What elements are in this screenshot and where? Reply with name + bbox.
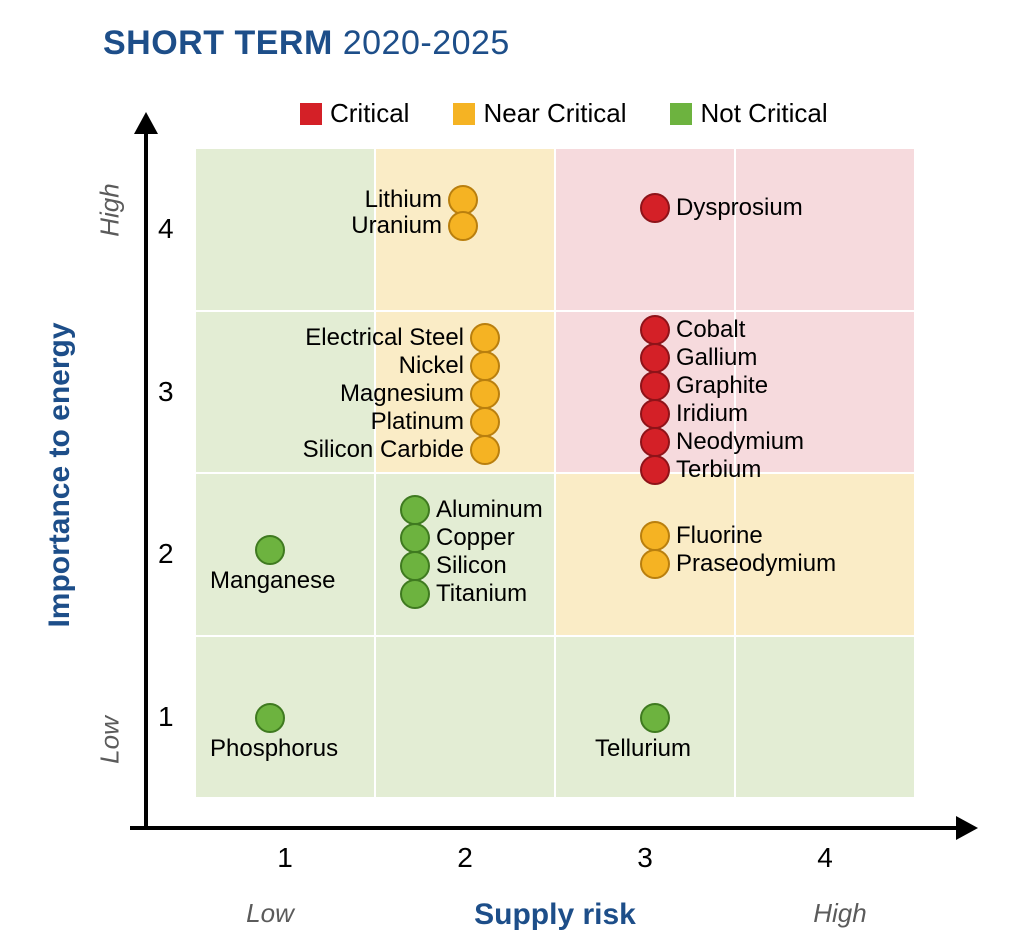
data-label: Silicon Carbide [303, 438, 464, 462]
data-label: Electrical Steel [305, 326, 464, 350]
legend-label: Critical [330, 98, 409, 129]
data-label: Terbium [676, 458, 761, 482]
x-tick: 2 [457, 842, 473, 874]
grid-cell [375, 636, 555, 799]
title-bold: SHORT TERM [103, 24, 333, 62]
data-point [448, 211, 478, 241]
legend-swatch-critical [300, 103, 322, 125]
data-point [255, 535, 285, 565]
data-point [400, 579, 430, 609]
data-point [640, 455, 670, 485]
data-point [400, 523, 430, 553]
data-label: Manganese [210, 569, 335, 593]
x-tick: 3 [637, 842, 653, 874]
legend-label: Not Critical [700, 98, 827, 129]
title-light: 2020-2025 [343, 24, 510, 62]
y-axis-line [144, 130, 148, 830]
legend-item-critical: Critical [300, 98, 409, 129]
data-label: Silicon [436, 554, 507, 578]
y-tick: 3 [158, 376, 174, 408]
data-label: Nickel [399, 354, 464, 378]
data-point [640, 399, 670, 429]
data-label: Platinum [371, 410, 464, 434]
legend-swatch-not [670, 103, 692, 125]
data-label: Gallium [676, 346, 757, 370]
data-point [470, 379, 500, 409]
data-label: Aluminum [436, 498, 543, 522]
grid-cell [735, 636, 915, 799]
data-label: Lithium [365, 188, 442, 212]
data-point [640, 549, 670, 579]
y-tick: 2 [158, 538, 174, 570]
legend-label: Near Critical [483, 98, 626, 129]
data-point [640, 703, 670, 733]
data-label: Graphite [676, 374, 768, 398]
y-axis-high: High [95, 183, 126, 236]
data-label: Magnesium [340, 382, 464, 406]
data-label: Cobalt [676, 318, 745, 342]
data-point [640, 427, 670, 457]
x-axis-label: Supply risk [474, 898, 636, 932]
data-point [255, 703, 285, 733]
data-point [640, 315, 670, 345]
data-label: Dysprosium [676, 196, 803, 220]
chart-title: SHORT TERM 2020-2025 [103, 24, 510, 63]
data-point [640, 521, 670, 551]
y-tick: 4 [158, 213, 174, 245]
data-point [470, 351, 500, 381]
x-axis-line [130, 826, 960, 830]
x-axis-low: Low [246, 898, 294, 929]
data-point [640, 343, 670, 373]
data-label: Tellurium [595, 737, 691, 761]
data-label: Copper [436, 526, 515, 550]
x-tick: 4 [817, 842, 833, 874]
data-point [640, 371, 670, 401]
legend-item-near-critical: Near Critical [453, 98, 626, 129]
grid-cell [195, 148, 375, 311]
data-label: Fluorine [676, 524, 763, 548]
data-label: Uranium [351, 214, 442, 238]
grid-cell [735, 148, 915, 311]
legend-item-not-critical: Not Critical [670, 98, 827, 129]
plot-area: Dysprosium LithiumUranium Electrical Steel… [195, 148, 915, 798]
y-tick: 1 [158, 701, 174, 733]
legend-swatch-near [453, 103, 475, 125]
x-axis-high: High [813, 898, 866, 929]
data-label: Iridium [676, 402, 748, 426]
data-label: Praseodymium [676, 552, 836, 576]
grid-cell [195, 473, 375, 636]
data-point [470, 407, 500, 437]
legend: Critical Near Critical Not Critical [300, 98, 828, 129]
grid-cell [555, 148, 735, 311]
y-axis-low: Low [95, 716, 126, 764]
data-point [470, 435, 500, 465]
data-point [470, 323, 500, 353]
data-point [400, 551, 430, 581]
data-label: Titanium [436, 582, 527, 606]
data-point [400, 495, 430, 525]
data-label: Neodymium [676, 430, 804, 454]
data-label: Phosphorus [210, 737, 338, 761]
y-axis-label: Importance to energy [43, 322, 77, 627]
grid-cell [195, 636, 375, 799]
data-point [640, 193, 670, 223]
x-tick: 1 [277, 842, 293, 874]
